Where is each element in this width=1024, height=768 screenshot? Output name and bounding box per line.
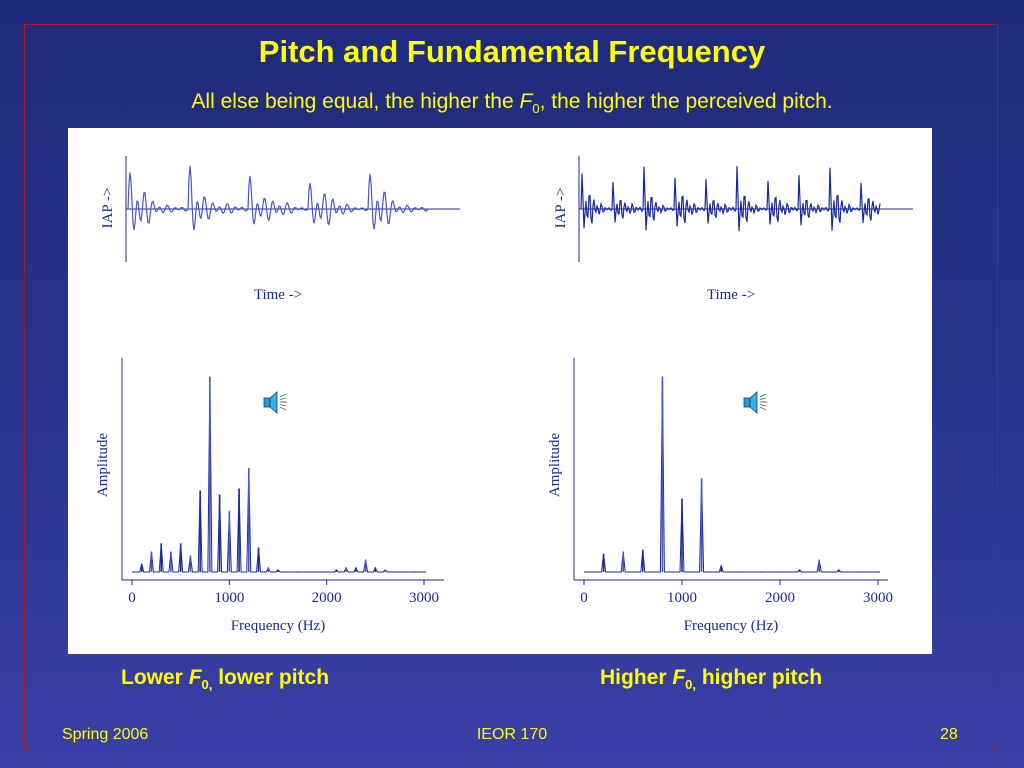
slide-subtitle: All else being equal, the higher the F0,… <box>0 90 1024 116</box>
caption-left-sub: 0, <box>201 677 213 693</box>
caption-left-post: lower pitch <box>212 666 330 689</box>
speaker-icon[interactable] <box>263 391 287 414</box>
slide-frame <box>24 24 998 750</box>
spectrum-trace <box>584 376 881 573</box>
spectrum-right-ylabel: Amplitude <box>547 433 563 498</box>
spectrum-left-ylabel: Amplitude <box>95 433 111 498</box>
speaker-icon[interactable] <box>743 391 767 414</box>
caption-right-f: F <box>672 666 686 689</box>
figure-svg: IAP -> Time -> IAP -> Time -> Amplitude … <box>95 156 913 634</box>
spectrum-right: Amplitude Frequency (Hz) 0 1000 2000 3000 <box>547 358 893 634</box>
x-tick-label: 1000 <box>214 590 244 606</box>
caption-left-f: F <box>188 666 202 689</box>
waveform-right-ylabel: IAP -> <box>553 188 569 229</box>
footer-page-number: 28 <box>940 726 958 743</box>
waveform-left-ylabel: IAP -> <box>100 188 116 229</box>
subtitle-f: F <box>519 90 533 113</box>
waveform-right-trace <box>580 166 881 232</box>
figure-panel: IAP -> Time -> IAP -> Time -> Amplitude … <box>68 128 932 654</box>
spectrum-left-xlabel: Frequency (Hz) <box>231 618 326 634</box>
x-tick-label: 0 <box>580 590 588 606</box>
x-tick-label: 0 <box>128 590 136 606</box>
x-tick-label: 3000 <box>409 590 439 606</box>
footer-center: IEOR 170 <box>476 726 548 743</box>
caption-left-pre: Lower <box>121 666 189 689</box>
x-tick-label: 1000 <box>667 590 697 606</box>
waveform-left-trace <box>127 166 429 231</box>
waveform-left-xlabel: Time -> <box>254 287 302 303</box>
caption-left: Lower F0, lower pitch <box>121 666 329 692</box>
waveform-right: IAP -> Time -> <box>553 156 913 303</box>
slide-title: Pitch and Fundamental Frequency <box>258 34 766 69</box>
x-tick-label: 2000 <box>312 590 342 606</box>
caption-right-pre: Higher <box>600 666 673 689</box>
waveform-right-xlabel: Time -> <box>707 287 755 303</box>
x-tick-label: 2000 <box>765 590 795 606</box>
caption-right-post: higher pitch <box>696 666 823 689</box>
caption-right-sub: 0, <box>685 677 697 693</box>
footer-left: Spring 2006 <box>62 726 149 743</box>
spectrum-left: Amplitude Frequency (Hz) 0 1000 2000 3000 <box>95 358 444 634</box>
subtitle-sub: 0 <box>532 101 540 117</box>
waveform-left: IAP -> Time -> <box>100 156 460 303</box>
subtitle-post: , the higher the perceived pitch. <box>539 90 833 113</box>
subtitle-pre: All else being equal, the higher the <box>191 90 520 113</box>
spectrum-right-xlabel: Frequency (Hz) <box>684 618 779 634</box>
spectrum-trace <box>132 376 427 573</box>
x-tick-label: 3000 <box>863 590 893 606</box>
caption-right: Higher F0, higher pitch <box>600 666 822 692</box>
